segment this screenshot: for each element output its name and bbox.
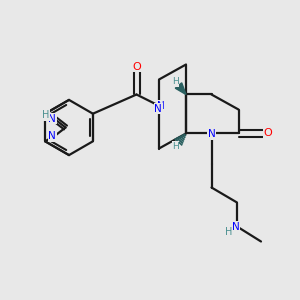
Text: N: N: [232, 221, 239, 232]
Text: H: H: [172, 77, 179, 86]
Text: N: N: [154, 103, 162, 114]
Polygon shape: [175, 83, 186, 94]
Text: H: H: [225, 227, 232, 237]
Text: N: N: [208, 129, 215, 140]
Text: O: O: [132, 61, 141, 72]
Text: N: N: [49, 131, 56, 141]
Text: H: H: [42, 110, 50, 120]
Text: H: H: [172, 142, 179, 151]
Text: O: O: [263, 128, 272, 139]
Text: N: N: [49, 114, 56, 124]
Text: N: N: [157, 100, 164, 111]
